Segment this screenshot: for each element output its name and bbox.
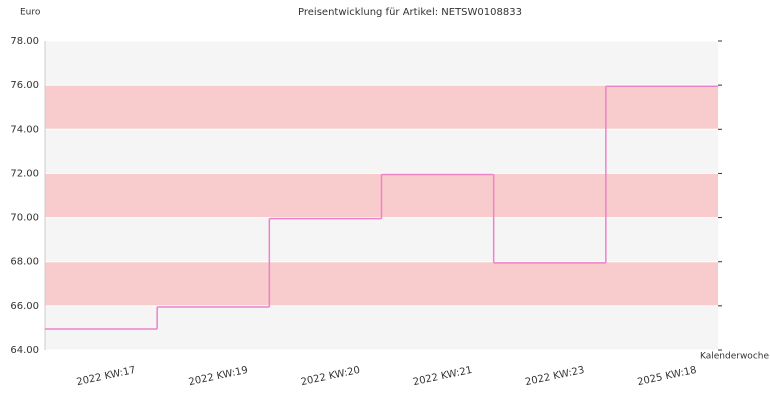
y-tick-label: 74.00 — [10, 124, 39, 135]
band — [45, 217, 718, 262]
x-tick-label: 2022 KW:17 — [76, 365, 137, 388]
x-tick-label: 2022 KW:21 — [412, 365, 473, 388]
band — [45, 261, 718, 306]
x-tick-label: 2025 KW:18 — [636, 365, 697, 388]
y-tick-label: 68.00 — [10, 257, 39, 268]
y-tick-label: 66.00 — [10, 301, 39, 312]
band — [45, 305, 718, 350]
chart-title: Preisentwicklung für Artikel: NETSW01088… — [298, 7, 522, 18]
band — [45, 41, 718, 86]
x-tick-label: 2022 KW:19 — [188, 365, 249, 388]
y-tick-label: 78.00 — [10, 36, 39, 47]
y-tick-label: 70.00 — [10, 213, 39, 224]
y-tick-label: 72.00 — [10, 168, 39, 179]
x-tick-label: 2022 KW:23 — [524, 365, 585, 388]
y-tick-label: 76.00 — [10, 80, 39, 91]
y-axis-label: Euro — [20, 8, 41, 18]
x-axis-label: Kalenderwoche — [700, 352, 769, 362]
band — [45, 85, 718, 130]
y-tick-label: 64.00 — [10, 345, 39, 356]
x-tick-label: 2022 KW:20 — [300, 365, 361, 388]
band — [45, 129, 718, 174]
